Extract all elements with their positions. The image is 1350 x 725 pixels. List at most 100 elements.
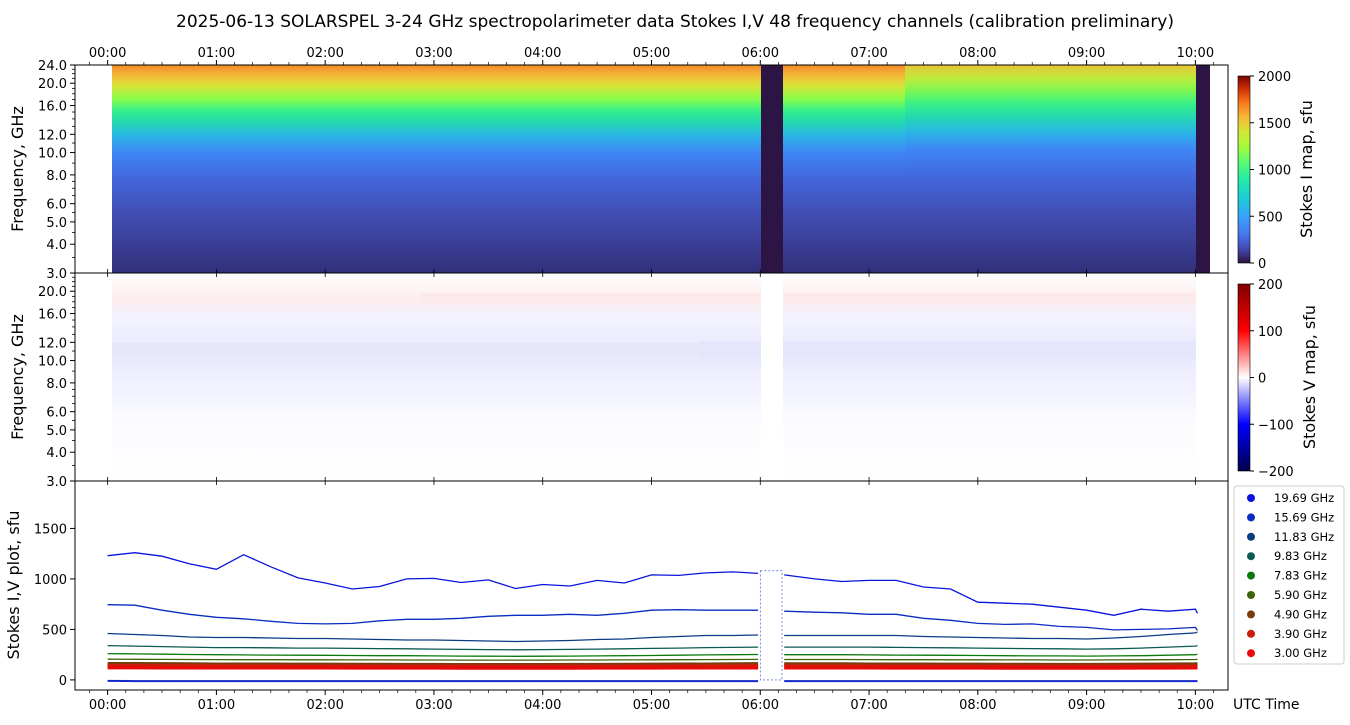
legend-label: 5.90 GHz (1274, 588, 1327, 602)
legend-items: 19.69 GHz 15.69 GHz 11.83 GHz 9.83 GHz 7.83 … (1247, 491, 1334, 660)
colorbar-tick-label: 2000 (1258, 70, 1291, 85)
colorbar-tick-label: 1500 (1258, 117, 1291, 132)
figure-title: 2025-06-13 SOLARSPEL 3-24 GHz spectropol… (176, 12, 1174, 32)
stokes-v-heatmap (112, 273, 1196, 481)
time-tick-label-top: 05:00 (633, 46, 670, 61)
stokes-v-ytick-label: 8.0 (46, 377, 67, 392)
time-tick-label-top: 02:00 (306, 46, 343, 61)
stokes-i-ytick-label: 20.0 (38, 77, 67, 92)
stokes-v-gap (761, 273, 783, 481)
stokes-i-heatmap-late (905, 65, 1196, 273)
series-line-15-69-GHz (107, 604, 759, 625)
colorbar-v-gradient (1237, 283, 1251, 472)
colorbar-stokes-v: 200 100 0 −100 −200 Stokes V map, sfu (1237, 278, 1319, 480)
time-tick-label-top: 03:00 (415, 46, 452, 61)
series-line-7-83-GHz (784, 653, 1198, 657)
stokes-v-ytick-label: 12.0 (38, 336, 67, 351)
stokes-iv-ytick-label: 1500 (34, 522, 67, 537)
time-tick-label-bottom: 04:00 (524, 698, 561, 713)
colorbar-tick-label: 500 (1258, 210, 1283, 225)
legend-label: 9.83 GHz (1274, 549, 1327, 563)
stokes-i-ytick-label: 24.0 (38, 59, 67, 74)
time-tick-label-top: 00:00 (89, 46, 126, 61)
time-axis-label: UTC Time (1233, 697, 1299, 713)
legend-marker (1247, 494, 1255, 502)
stokes-v-y-ticks: 20.0 16.0 12.0 10.0 8.0 6.0 5.0 4.0 3.0 (38, 276, 75, 490)
stokes-v-panel: 20.0 16.0 12.0 10.0 8.0 6.0 5.0 4.0 3.0 Frequenc… (8, 272, 1229, 490)
series-line-5-90-GHz (784, 658, 1198, 661)
stokes-i-ytick-label: 8.0 (46, 169, 67, 184)
series-line-9-83-GHz (784, 644, 1198, 650)
series-line-11-83-GHz (784, 631, 1198, 640)
legend-marker (1247, 513, 1255, 522)
stokes-i-ytick-label: 3.0 (46, 267, 67, 282)
legend-marker (1247, 552, 1255, 561)
colorbar-tick-label: −100 (1258, 418, 1294, 433)
time-tick-label-top: 07:00 (850, 46, 887, 61)
colorbar-tick-label: 0 (1258, 257, 1266, 272)
stokes-i-ytick-label: 5.0 (46, 216, 67, 231)
stokes-v-ytick-label: 16.0 (38, 308, 67, 323)
colorbar-i-gradient (1237, 75, 1251, 264)
series-line-11-83-GHz (107, 632, 759, 643)
stokes-v-ytick-label: 10.0 (38, 355, 67, 370)
stokes-v-ytick-label: 5.0 (46, 424, 67, 439)
legend-marker (1247, 591, 1255, 599)
series-line-5-90-GHz (107, 658, 759, 661)
legend-label: 15.69 GHz (1274, 510, 1334, 524)
colorbar-stokes-i: 2000 1500 1000 500 0 Stokes I map, sfu (1237, 70, 1316, 272)
stokes-v-ytick-label: 6.0 (46, 406, 67, 421)
stokes-iv-y-ticks: 1500 1000 500 0 (34, 522, 75, 689)
stokes-iv-lines (107, 552, 1199, 683)
colorbar-i-ticks: 2000 1500 1000 500 0 (1250, 70, 1291, 272)
colorbar-tick-label: 1000 (1258, 164, 1291, 179)
stokes-i-panel: 24.0 20.0 16.0 12.0 10.0 8.0 6.0 5.0 4.0 3.0 Freq… (8, 59, 1229, 282)
colorbar-tick-label: 0 (1258, 372, 1266, 387)
stokes-i-ytick-label: 10.0 (38, 147, 67, 162)
time-tick-label-top: 08:00 (959, 46, 996, 61)
series-line-19-69-GHz (107, 552, 759, 590)
stokes-v-band-red (420, 293, 1196, 303)
stokes-i-ylabel: Frequency, GHz (8, 106, 27, 232)
stokes-iv-ytick-label: 0 (59, 674, 67, 689)
series-line-15-69-GHz (784, 610, 1199, 631)
colorbar-v-label: Stokes V map, sfu (1300, 305, 1319, 449)
legend-label: 3.90 GHz (1274, 627, 1327, 641)
legend-label: 3.00 GHz (1274, 646, 1327, 660)
stokes-i-ytick-label: 12.0 (38, 128, 67, 143)
time-tick-label-bottom: 05:00 (633, 698, 670, 713)
time-tick-label-bottom: 03:00 (415, 698, 452, 713)
colorbar-tick-label: 100 (1258, 325, 1283, 340)
stokes-i-gap-1 (761, 65, 783, 273)
data-gap-marker (759, 570, 783, 681)
legend: 19.69 GHz 15.69 GHz 11.83 GHz 9.83 GHz 7.83 … (1233, 485, 1345, 665)
time-tick-label-bottom: 09:00 (1068, 698, 1105, 713)
time-axis: 00:00 00:00 01:00 01:00 02:00 02:00 03:00 03:00… (89, 46, 1214, 713)
stokes-v-band-2 (700, 341, 1196, 359)
stokes-v-ytick-label: 20.0 (38, 285, 67, 300)
colorbar-tick-label: 200 (1258, 278, 1283, 293)
stokes-iv-ytick-label: 1000 (34, 573, 67, 588)
time-tick-label-bottom: 00:00 (89, 698, 126, 713)
stokes-v-band-1 (112, 343, 762, 355)
time-tick-label-bottom: 02:00 (306, 698, 343, 713)
stokes-i-ytick-label: 16.0 (38, 100, 67, 115)
stokes-v-ylabel: Frequency, GHz (8, 314, 27, 440)
colorbar-i-label: Stokes I map, sfu (1297, 100, 1316, 238)
series-line-9-83-GHz (107, 644, 759, 651)
time-tick-label-bottom: 01:00 (198, 698, 235, 713)
stokes-i-ytick-label: 4.0 (46, 238, 67, 253)
legend-box (1233, 485, 1345, 665)
stokes-v-ytick-label: 3.0 (46, 475, 67, 490)
time-tick-label-top: 01:00 (198, 46, 235, 61)
time-tick-label-top: 09:00 (1068, 46, 1105, 61)
legend-marker (1247, 610, 1255, 619)
time-tick-label-top: 04:00 (524, 46, 561, 61)
time-tick-label-bottom: 06:00 (742, 698, 779, 713)
legend-marker (1247, 532, 1255, 541)
series-line-19-69-GHz (784, 574, 1199, 616)
legend-marker (1247, 649, 1255, 658)
legend-label: 11.83 GHz (1274, 530, 1334, 544)
stokes-v-band-3 (112, 313, 1196, 325)
